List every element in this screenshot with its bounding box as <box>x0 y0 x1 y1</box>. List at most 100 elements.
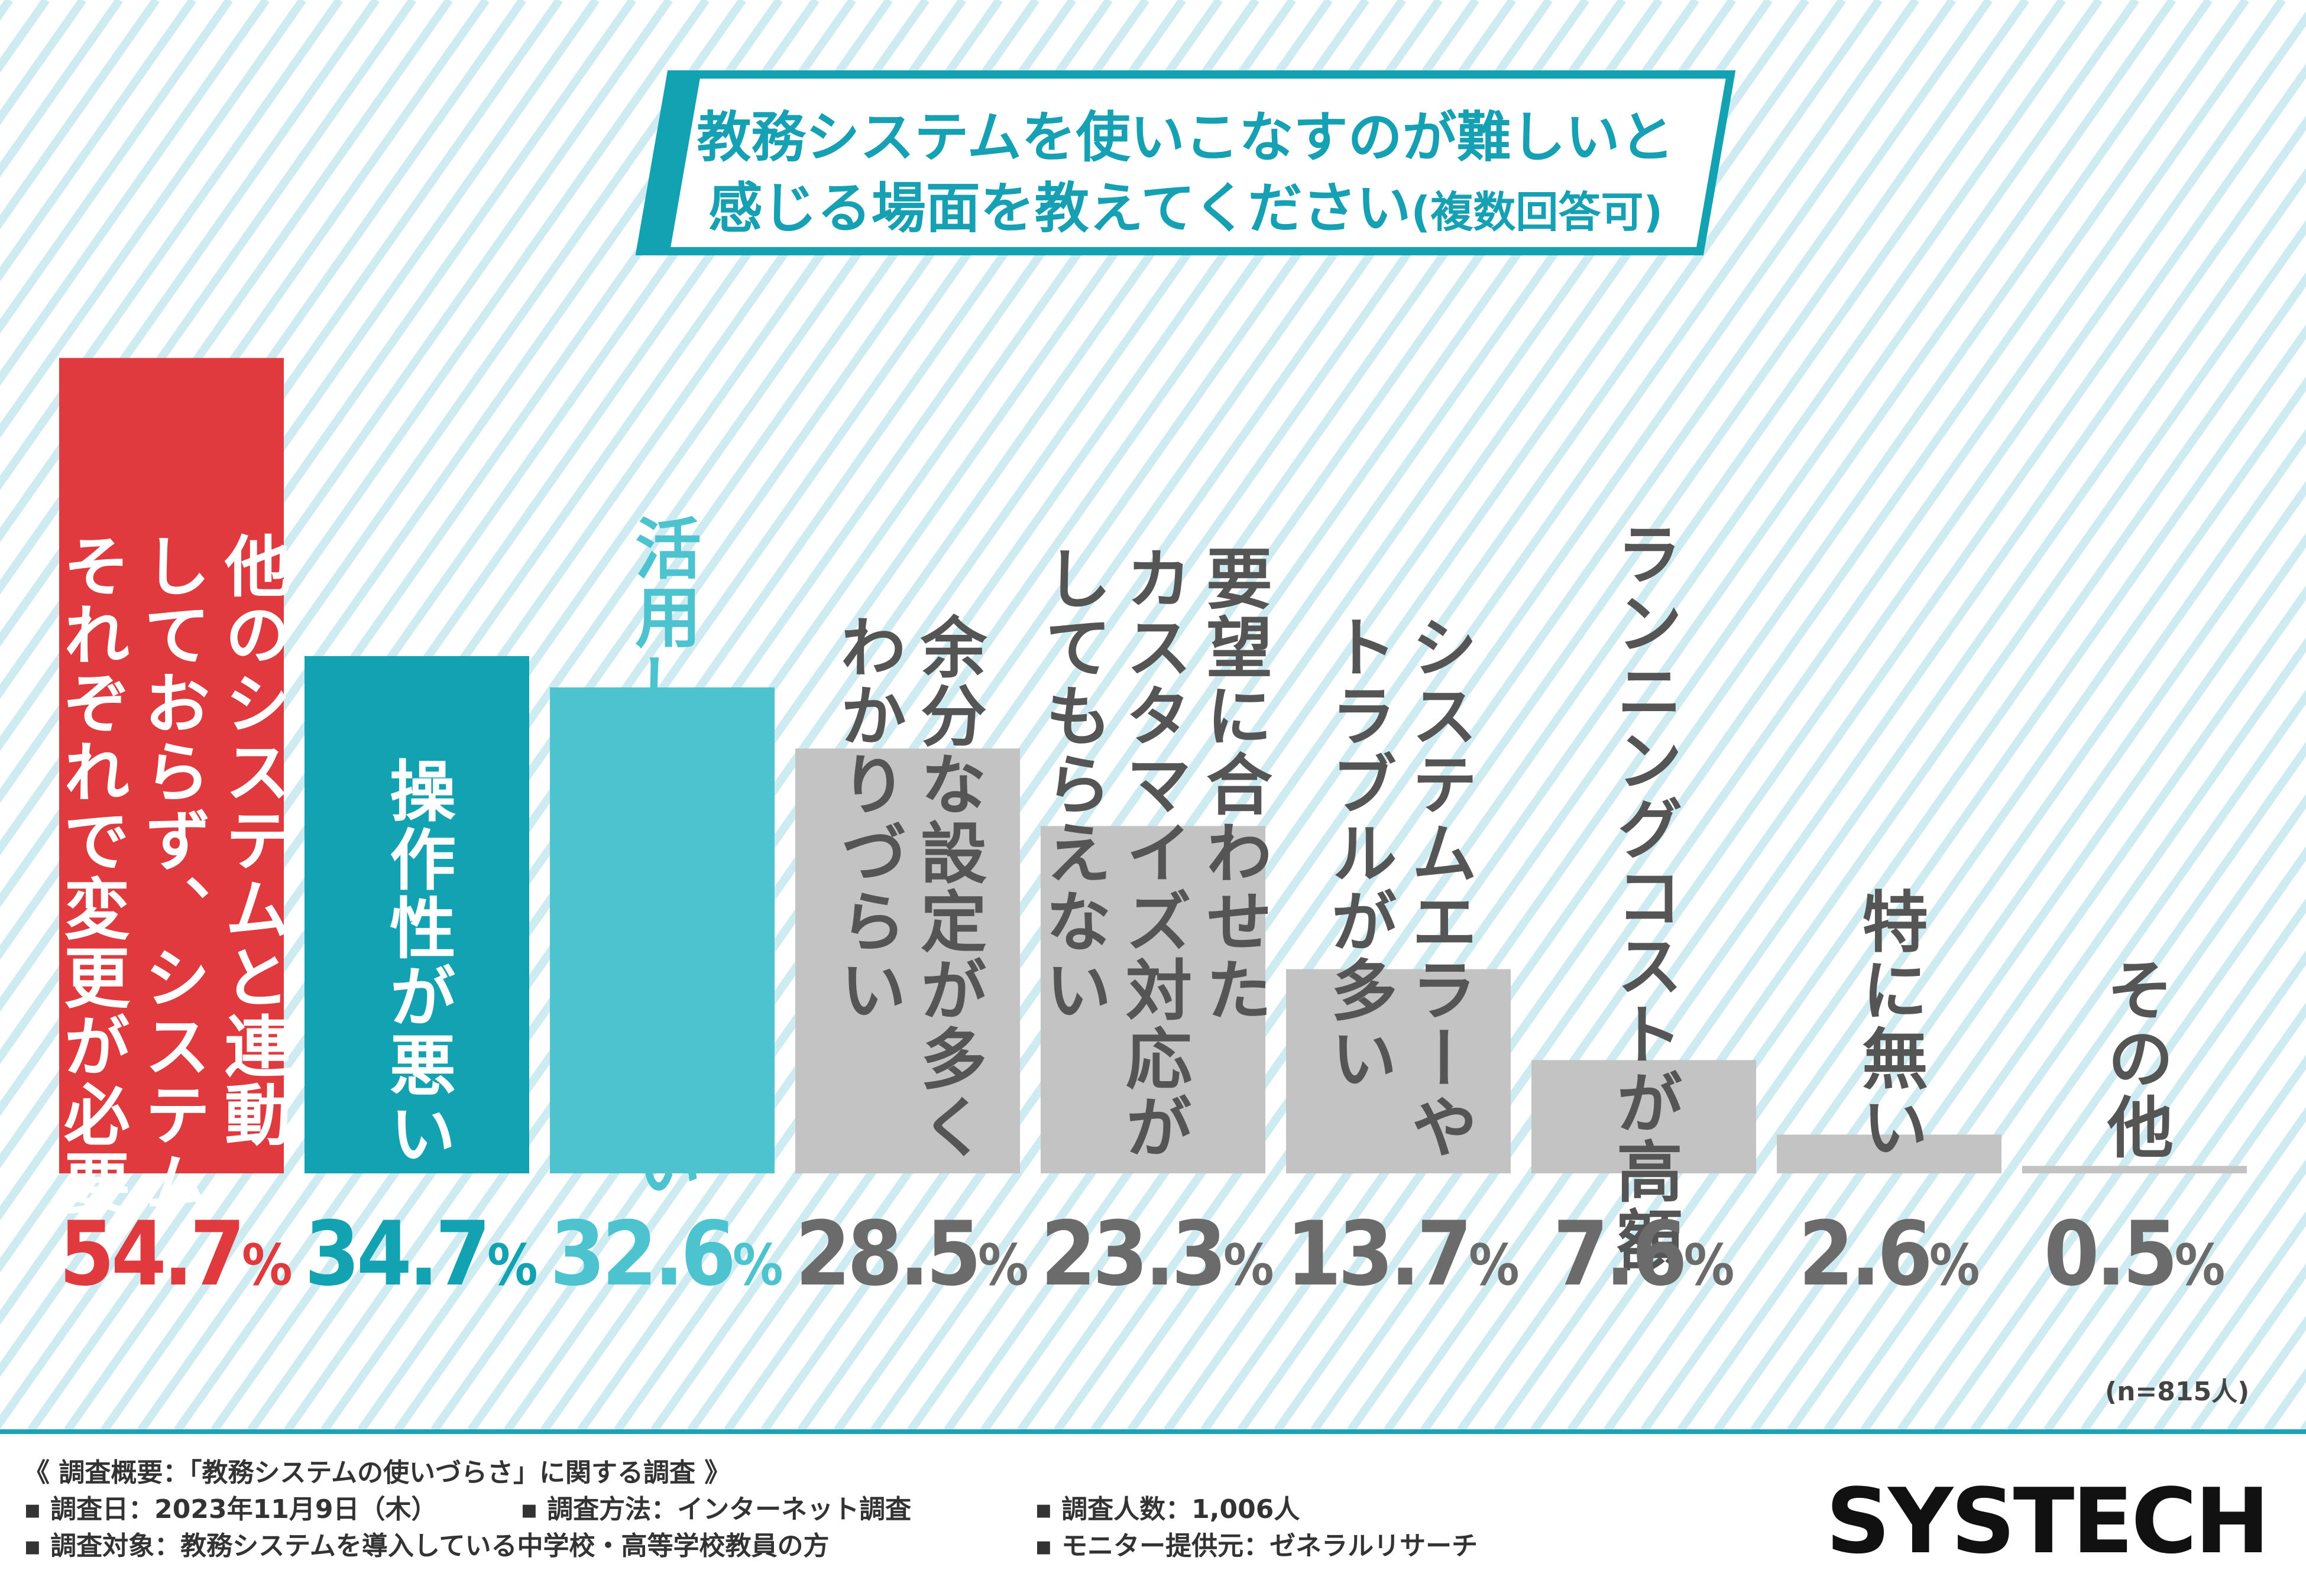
background-stripe <box>1677 533 2306 1433</box>
category-label-1: 他のシステムと連動 しておらず、システム それぞれで変更が必要 <box>53 532 290 1218</box>
value-label-8: 2.6% <box>1777 1203 2001 1306</box>
background-stripe <box>870 0 1883 1433</box>
bar-4 <box>795 748 1020 1173</box>
background-stripe <box>1714 585 2306 1433</box>
background-stripe <box>1274 0 2286 1433</box>
background-stripe <box>1127 0 2139 1433</box>
background-stripe <box>1787 689 2306 1433</box>
background-stripe <box>1420 167 2306 1433</box>
background-stripe <box>0 0 233 334</box>
value-percent-sign: % <box>977 1233 1029 1298</box>
category-label-8: 特に無い <box>1851 887 1928 1162</box>
background-stripe <box>0 0 196 282</box>
value-number: 13.7 <box>1286 1203 1472 1306</box>
background-stripe <box>2043 1055 2306 1433</box>
survey-summary: 《 調査概要：「教務システムの使いづらさ」に関する調査 》 <box>24 1458 731 1488</box>
value-label-5: 23.3% <box>1041 1203 1274 1306</box>
background-stripe <box>0 0 453 647</box>
systech-logo: SYSTECH <box>1825 1469 2270 1574</box>
background-stripe <box>2117 1159 2306 1433</box>
value-label-3: 32.6% <box>550 1203 783 1306</box>
background-stripe <box>1457 220 2306 1433</box>
background-stripe <box>0 0 563 803</box>
background-stripe <box>907 0 1919 1433</box>
value-percent-sign: % <box>1223 1233 1274 1298</box>
background-stripe <box>0 0 490 699</box>
background-stripe <box>1384 115 2306 1433</box>
bar-1 <box>59 358 284 1173</box>
value-number: 54.7 <box>59 1203 245 1306</box>
category-label-4: 余分な設定が多く わかりづらい <box>829 613 986 1162</box>
survey-count: ▪ 調査人数：1,006人 <box>1035 1494 1300 1524</box>
value-label-1: 54.7% <box>59 1203 293 1306</box>
background-stripe <box>1090 0 2103 1433</box>
category-label-3: 活用したい機能がない <box>624 514 701 1200</box>
value-label-6: 13.7% <box>1286 1203 1520 1306</box>
title-line-1: 教務システムを使いこなすのが難しいと <box>697 106 1675 169</box>
background-stripe <box>1567 376 2306 1433</box>
category-label-5: 要望に合わせた カスタマイズ対応が してもらえない <box>1034 544 1272 1162</box>
value-label-9: 0.5% <box>2022 1203 2247 1306</box>
bar-9 <box>2022 1166 2247 1173</box>
background-stripe <box>1824 741 2306 1433</box>
background-stripe <box>2007 1003 2306 1433</box>
title-frame <box>636 70 1735 255</box>
background-stripe <box>0 0 270 386</box>
background-stripe <box>1530 324 2306 1433</box>
category-label-7: ランニングコストが高額 <box>1605 520 1682 1274</box>
background-stripe <box>1347 63 2306 1433</box>
footer-divider <box>0 1429 2306 1434</box>
category-label-9: その他 <box>2096 956 2173 1162</box>
value-percent-sign: % <box>241 1233 293 1298</box>
background-stripe <box>1933 898 2306 1433</box>
background-stripe <box>1164 0 2176 1433</box>
value-label-2: 34.7% <box>305 1203 538 1306</box>
value-percent-sign: % <box>487 1233 538 1298</box>
background-stripe <box>1897 846 2306 1433</box>
value-number: 7.6 <box>1553 1203 1688 1306</box>
category-label-6: システムエラーや トラブルが多い <box>1320 613 1477 1162</box>
value-number: 28.5 <box>795 1203 982 1306</box>
bar-5 <box>1041 826 1265 1173</box>
background-stripe <box>2080 1107 2306 1433</box>
value-number: 34.7 <box>305 1203 491 1306</box>
title-note: (複数回答可) <box>1411 187 1663 237</box>
background-stripe <box>1310 11 2306 1433</box>
background-stripe <box>1750 637 2306 1433</box>
background-stripe <box>1970 950 2306 1433</box>
value-number: 23.3 <box>1041 1203 1227 1306</box>
background-stripe <box>944 0 1956 1433</box>
bar-7 <box>1531 1060 1756 1173</box>
survey-target: ▪ 調査対象：教務システムを導入している中学校・高等学校教員の方 <box>24 1531 830 1561</box>
background-stripe <box>1640 481 2306 1433</box>
background-stripe <box>1604 429 2306 1433</box>
background-stripe <box>1200 0 2213 1433</box>
background-stripe <box>1054 0 2066 1433</box>
bar-6 <box>1286 969 1511 1173</box>
survey-provider: ▪ モニター提供元：ゼネラルリサーチ <box>1035 1531 1478 1561</box>
value-number: 0.5 <box>2043 1203 2178 1306</box>
survey-date: ▪ 調査日：2023年11月9日（木） <box>24 1494 438 1524</box>
background-stripe <box>1494 272 2306 1433</box>
background-stripe <box>1017 0 2029 1433</box>
chart-title: 教務システムを使いこなすのが難しいと 感じる場面を教えてください(複数回答可) <box>636 102 1735 248</box>
background-stripe <box>0 0 306 439</box>
bar-8 <box>1777 1134 2001 1173</box>
value-number: 2.6 <box>1798 1203 1933 1306</box>
background-stripe <box>980 0 1993 1433</box>
background-stripe <box>1860 794 2306 1433</box>
value-label-7: 7.6% <box>1531 1203 1756 1306</box>
background-stripe <box>1237 0 2249 1433</box>
value-percent-sign: % <box>1468 1233 1520 1298</box>
value-percent-sign: % <box>2174 1233 2226 1298</box>
value-percent-sign: % <box>1929 1233 1980 1298</box>
background-stripe <box>0 0 343 491</box>
category-label-2: 操作性が悪い <box>378 757 455 1168</box>
bar-2 <box>305 656 529 1173</box>
sample-size-note: (n=815人) <box>2105 1377 2250 1407</box>
value-label-4: 28.5% <box>795 1203 1029 1306</box>
background-stripe <box>0 0 526 751</box>
value-number: 32.6 <box>550 1203 736 1306</box>
background-stripe <box>0 0 416 595</box>
